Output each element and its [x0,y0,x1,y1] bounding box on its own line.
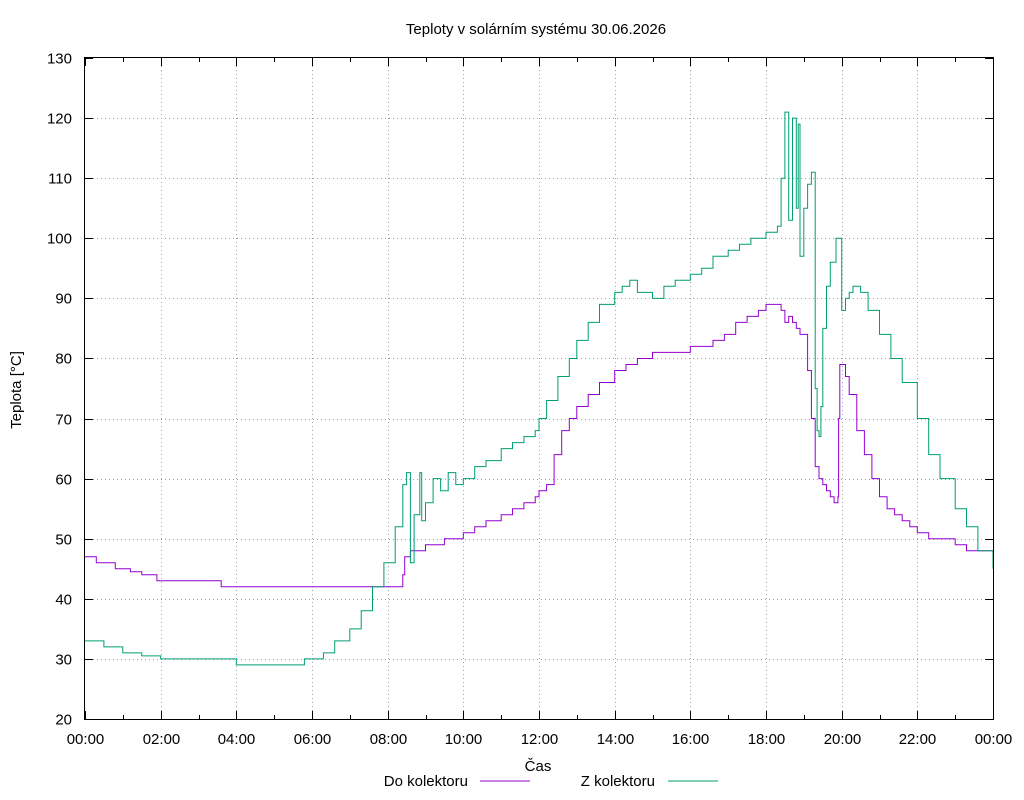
x-tick-label: 00:00 [67,731,105,748]
grid-lines [85,58,993,719]
legend-label-do-kolektoru: Do kolektoru [384,773,468,790]
y-tick-label: 60 [55,472,72,489]
y-tick-label: 120 [47,111,72,128]
x-tick-label: 22:00 [899,731,937,748]
series-lines [85,111,994,666]
y-tick-label: 30 [55,652,72,669]
x-tick-label: 12:00 [521,731,559,748]
x-tick-label: 20:00 [824,731,862,748]
y-tick-label: 20 [55,712,72,729]
x-axis-ticks: 00:00 02:00 04:00 06:00 08:00 10:00 12:00 14:00… [67,58,1013,748]
x-tick-label: 06:00 [294,731,332,748]
y-tick-label: 110 [48,171,72,188]
legend-label-z-kolektoru: Z kolektoru [581,773,655,790]
series-line-z-kolektoru [85,111,994,666]
chart-title: Teploty v solárním systému 30.06.2026 [406,21,666,38]
x-tick-label: 04:00 [218,731,256,748]
y-tick-label: 40 [55,592,72,609]
x-tick-label: 18:00 [748,731,786,748]
legend: Do kolektoru Z kolektoru [384,773,718,790]
x-tick-label: 00:00 [975,731,1013,748]
y-tick-label: 80 [55,351,72,368]
y-tick-label: 90 [55,291,72,308]
y-tick-label: 70 [55,412,72,429]
series-line-do-kolektoru [85,303,993,588]
x-tick-label: 02:00 [143,731,181,748]
plot-area-border [84,57,994,720]
x-axis-label: Čas [525,758,552,775]
y-tick-label: 130 [47,51,72,68]
y-tick-label: 100 [47,231,72,248]
x-tick-label: 14:00 [597,731,635,748]
x-tick-label: 16:00 [672,731,710,748]
x-tick-label: 08:00 [370,731,408,748]
y-axis-ticks: 20 30 40 50 60 70 80 90 100 110 120 130 [47,51,993,729]
y-axis-label: Teplota [°C] [8,351,25,429]
x-tick-label: 10:00 [445,731,483,748]
y-tick-label: 50 [55,532,72,549]
